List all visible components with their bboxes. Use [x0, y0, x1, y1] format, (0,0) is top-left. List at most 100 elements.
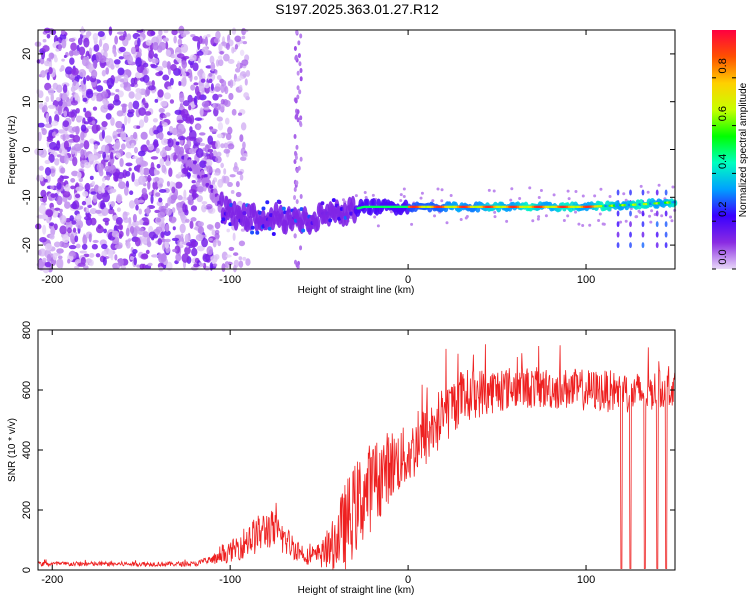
spectrogram-cell [115, 120, 123, 129]
x-tick-label: 100 [577, 574, 595, 586]
spectrogram-cell [294, 55, 298, 61]
spectrogram-cell [224, 100, 231, 107]
spectrogram-cell [163, 29, 169, 34]
spectrogram-cell [670, 219, 674, 223]
spectrogram-cell [137, 150, 146, 157]
spectrogram-cell [144, 111, 152, 116]
spectrogram-cell [75, 219, 84, 229]
spectrogram-cell [147, 143, 155, 151]
spectrogram-cell [218, 59, 224, 67]
spectrogram-cell [165, 160, 171, 166]
spectrogram-cell [82, 234, 88, 245]
y-tick-label: 200 [21, 501, 33, 519]
spectrogram-cell [196, 50, 204, 56]
spectrogram-cell [299, 193, 303, 199]
spectrogram-cell [214, 254, 220, 260]
spectrogram-cell [192, 36, 200, 42]
spectrogram-cell [189, 126, 193, 133]
spectrogram-cell [181, 60, 188, 69]
spectrogram-cell [103, 228, 107, 234]
spectrogram-cell [48, 88, 55, 96]
spectrogram-cell [180, 108, 189, 119]
spectrogram-cell [102, 98, 107, 105]
spectrogram-cell [91, 69, 98, 79]
spectrogram-cell [128, 101, 133, 110]
spectrogram-cell [170, 53, 176, 59]
spectrogram-cell [140, 131, 148, 140]
spectrogram-cell [296, 70, 300, 76]
spectrogram-cell [206, 165, 213, 174]
spectrogram-cell [197, 57, 202, 64]
colorbar-ticks: 0.0 0.2 0.4 0.6 0.8 [712, 58, 736, 270]
spectrogram-cell [399, 199, 403, 203]
spectrogram-cell [130, 46, 136, 55]
spectrogram-cell [242, 153, 248, 158]
spectrogram-cell [59, 33, 67, 41]
spectrogram-cell [164, 238, 171, 243]
spectrogram-cell [44, 159, 51, 165]
spectrogram-cell [193, 82, 199, 86]
spectrogram-cell [294, 155, 298, 161]
spectrogram-cell [89, 175, 94, 180]
spectrogram-cell [123, 74, 129, 83]
spectrogram-cell [200, 78, 206, 83]
spectrogram-cell [51, 131, 56, 137]
spectrogram-cell [166, 180, 171, 187]
spectrogram-cell [47, 104, 56, 109]
spectrogram-cell [230, 190, 235, 194]
spectrogram-cell [146, 139, 150, 146]
spectrogram-cell [148, 85, 156, 91]
spectrogram-cell [162, 74, 170, 81]
spectrogram-cell [650, 209, 654, 213]
spectrogram-cell [239, 134, 244, 143]
spectrogram-cell [171, 29, 178, 36]
spectrogram-cell [241, 35, 246, 40]
spectrogram-cell [59, 68, 63, 72]
spectrogram-cell [240, 228, 246, 232]
spectrogram-cell [215, 30, 221, 40]
spectrogram-cell [539, 189, 543, 193]
spectrogram-cell [106, 77, 115, 88]
spectrogram-ridge-cell [267, 226, 272, 231]
spectrogram-cell [226, 228, 231, 233]
spectrogram-cell [139, 263, 145, 270]
spectrogram-cell [80, 26, 84, 36]
spectrogram-cell [158, 188, 167, 193]
spectrogram-cell [207, 135, 214, 145]
spectrogram-cell [62, 92, 68, 101]
spectrogram-cell [208, 237, 213, 242]
spectrogram-cell [39, 237, 47, 243]
snr-panel: -200 -100 0 100 0 200 400 600 800 Height of str… [7, 321, 676, 596]
spectrogram-cell [198, 35, 203, 45]
spectrogram-cell [105, 67, 110, 75]
spectrogram-cell [139, 166, 145, 176]
snr-plot-area [38, 330, 675, 570]
spectrogram-cell [194, 117, 203, 121]
x-tick-label: 0 [405, 274, 411, 286]
spectrogram-cell [373, 215, 377, 219]
spectrogram-cell [96, 97, 101, 102]
spectrogram-cell [195, 233, 204, 242]
spectrogram-cell [165, 207, 172, 216]
spectrogram-cell [114, 254, 118, 261]
spectrogram-cell [80, 131, 85, 141]
spectrogram-cell [168, 125, 174, 133]
spectrogram-cell [68, 252, 76, 257]
spectrogram-cell [197, 221, 204, 227]
spectrogram-cell [122, 211, 128, 220]
spectrogram-cell [197, 226, 205, 235]
spectrogram-cell [158, 253, 166, 264]
spectrogram-cell [213, 43, 217, 47]
spectrogram-cell [208, 73, 213, 77]
spectrogram-cell [189, 56, 195, 62]
spectrogram-cell [174, 245, 181, 254]
spectrogram-cell [216, 133, 224, 139]
spectrogram-cell [48, 153, 55, 163]
spectrogram-cell [232, 232, 236, 242]
spectrogram-cell [201, 101, 210, 108]
spectrogram-cell [128, 91, 135, 99]
spectrogram-cell [178, 80, 182, 86]
spectrogram-cell [97, 150, 104, 154]
spectrogram-cell [196, 91, 201, 101]
